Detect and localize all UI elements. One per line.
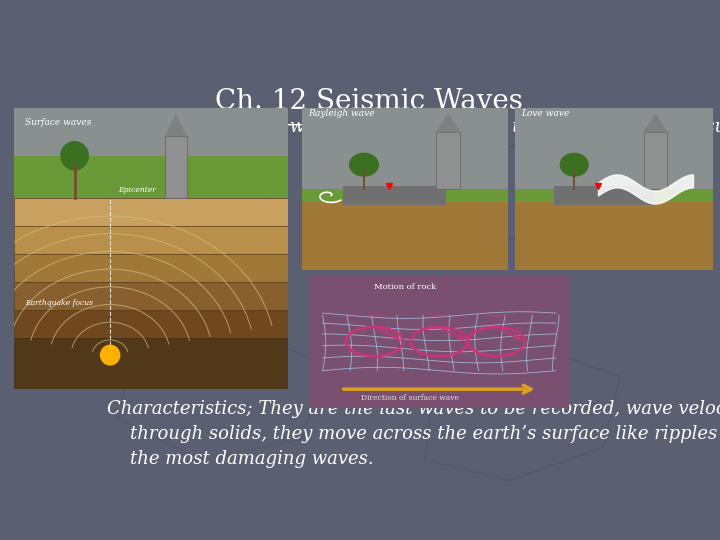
Bar bbox=[644, 132, 667, 189]
Bar bbox=[515, 197, 713, 270]
Bar bbox=[302, 189, 508, 202]
Text: Motion of rock: Motion of rock bbox=[374, 282, 436, 291]
Circle shape bbox=[61, 141, 89, 170]
Text: Surface waves: Surface waves bbox=[25, 118, 91, 127]
Bar bbox=[436, 132, 460, 189]
Text: Characteristics; They are the last waves to be recorded, wave velocity 3 km/sec,: Characteristics; They are the last waves… bbox=[107, 400, 720, 468]
Bar bbox=[14, 310, 288, 338]
Text: Love wave: Love wave bbox=[521, 109, 569, 118]
Bar bbox=[515, 189, 713, 202]
Circle shape bbox=[560, 153, 588, 176]
Polygon shape bbox=[644, 113, 667, 132]
Bar bbox=[343, 186, 446, 205]
Bar bbox=[14, 254, 288, 282]
Text: Ch. 12 Seismic Waves: Ch. 12 Seismic Waves bbox=[215, 87, 523, 114]
Circle shape bbox=[350, 153, 378, 176]
Bar bbox=[14, 156, 288, 198]
Text: Direction of surface wave: Direction of surface wave bbox=[361, 394, 459, 402]
Text: Earthquake focus: Earthquake focus bbox=[25, 299, 94, 307]
Bar bbox=[14, 338, 288, 389]
Bar bbox=[515, 108, 713, 197]
Bar bbox=[14, 226, 288, 254]
Text: Epicenter: Epicenter bbox=[118, 186, 156, 194]
Bar bbox=[302, 108, 508, 197]
Bar bbox=[14, 198, 288, 226]
Bar bbox=[165, 136, 186, 198]
Polygon shape bbox=[165, 113, 186, 136]
Polygon shape bbox=[436, 113, 460, 132]
Bar bbox=[302, 197, 508, 270]
Bar bbox=[554, 186, 654, 205]
Text: Rayleigh wave: Rayleigh wave bbox=[309, 109, 375, 118]
Text: Lag Waves (surface waves, L-waves)- waves that travel along the surface of the E: Lag Waves (surface waves, L-waves)- wave… bbox=[107, 118, 720, 136]
Bar bbox=[14, 282, 288, 310]
Circle shape bbox=[101, 345, 120, 365]
Bar bbox=[14, 108, 288, 156]
